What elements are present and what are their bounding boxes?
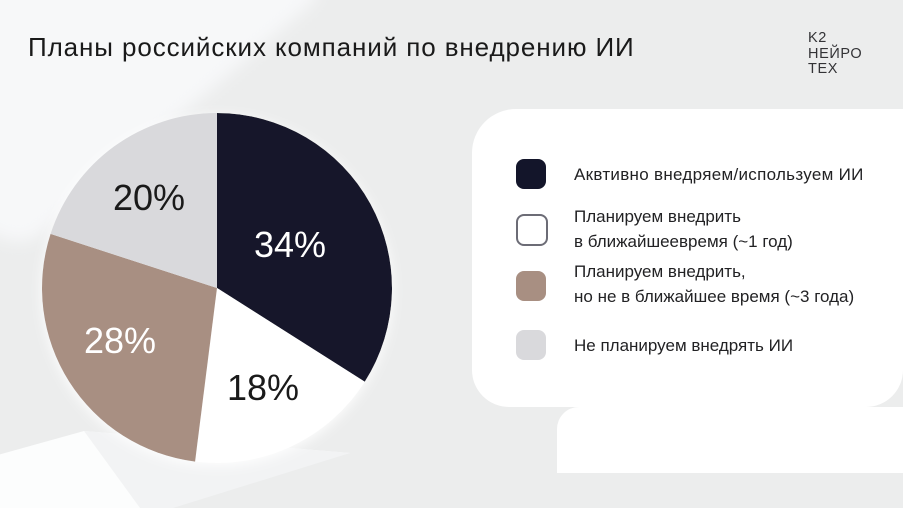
svg-text:34%: 34%	[254, 224, 326, 265]
svg-text:28%: 28%	[84, 320, 156, 361]
svg-text:18%: 18%	[227, 367, 299, 408]
svg-text:20%: 20%	[113, 177, 185, 218]
